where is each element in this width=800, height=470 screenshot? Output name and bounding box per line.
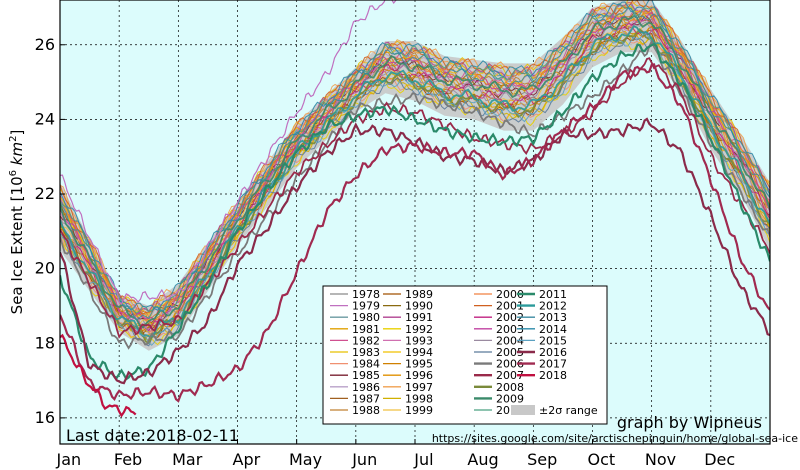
- y-axis-label-unit: km: [8, 142, 26, 170]
- legend-label-1985: 1985: [352, 369, 380, 382]
- series-line-2012: [60, 25, 770, 338]
- legend-label-2003: 2003: [496, 323, 524, 336]
- legend-label-2013: 2013: [539, 311, 567, 324]
- y-axis-label-close: ]: [8, 130, 26, 136]
- last-date-label: Last date:2018-02-11: [66, 426, 239, 445]
- legend-label-1981: 1981: [352, 323, 380, 336]
- legend-label-1994: 1994: [405, 346, 433, 359]
- legend-label-1991: 1991: [405, 311, 433, 324]
- legend-label-1992: 1992: [405, 323, 433, 336]
- legend-label-1978: 1978: [352, 288, 380, 301]
- x-tick-label: May: [289, 450, 322, 469]
- legend-swatch-range: [511, 405, 535, 415]
- legend-label-1998: 1998: [405, 392, 433, 405]
- y-axis-label-text: Sea Ice Extent [: [8, 195, 26, 314]
- series-line-2018: [60, 333, 137, 418]
- legend-label-2017: 2017: [539, 358, 567, 371]
- legend-label-2000: 2000: [496, 288, 524, 301]
- x-tick-label: Dec: [704, 450, 735, 469]
- legend-label-1993: 1993: [405, 334, 433, 347]
- legend-label-2012: 2012: [539, 300, 567, 313]
- y-axis-label: Sea Ice Extent [106 km2]: [8, 130, 26, 315]
- legend-label-2011: 2011: [539, 288, 567, 301]
- credit-label: graph by Wipneus: [617, 413, 762, 432]
- series-line-2014: [60, 0, 770, 311]
- y-axis-label-base: 10: [8, 176, 26, 195]
- legend-label-2018: 2018: [539, 369, 567, 382]
- series-line-1996: [60, 10, 770, 325]
- legend-label-2001: 2001: [496, 300, 524, 313]
- y-tick-label: 18: [35, 333, 55, 352]
- y-axis-label-unit-exponent: 2: [8, 136, 19, 142]
- legend-label-range: ±2σ range: [539, 404, 598, 417]
- legend-label-2015: 2015: [539, 334, 567, 347]
- legend-label-1990: 1990: [405, 300, 433, 313]
- series-line-2001: [60, 0, 770, 315]
- series-line-2009: [60, 14, 770, 329]
- y-tick-label: 22: [35, 184, 55, 203]
- series-line-2011: [60, 42, 770, 381]
- x-tick-label: Jun: [351, 450, 377, 469]
- legend-label-2008: 2008: [496, 381, 524, 394]
- legend-label-1979: 1979: [352, 300, 380, 313]
- series-line-1982: [60, 9, 770, 323]
- legend-label-1997: 1997: [405, 381, 433, 394]
- x-tick-label: Jul: [413, 450, 433, 469]
- x-tick-label: Nov: [645, 450, 676, 469]
- legend-label-1988: 1988: [352, 404, 380, 417]
- x-tick-label: Jan: [56, 450, 82, 469]
- legend-label-1983: 1983: [352, 346, 380, 359]
- legend-label-2005: 2005: [496, 346, 524, 359]
- legend: 1978197919801981198219831984198519861987…: [322, 285, 608, 425]
- legend-label-1984: 1984: [352, 358, 380, 371]
- series-line-1995: [60, 24, 770, 332]
- legend-label-2014: 2014: [539, 323, 567, 336]
- legend-label-2016: 2016: [539, 346, 567, 359]
- series-line-2017: [60, 63, 770, 403]
- y-axis-label-exponent: 6: [8, 170, 19, 176]
- x-tick-label: Mar: [172, 450, 203, 469]
- series-line-2013: [60, 7, 770, 321]
- y-tick-label: 16: [35, 408, 55, 427]
- legend-label-1999: 1999: [405, 404, 433, 417]
- legend-label-2007: 2007: [496, 369, 524, 382]
- x-tick-label: Feb: [114, 450, 142, 469]
- y-tick-label: 20: [35, 259, 55, 278]
- legend-label-1995: 1995: [405, 358, 433, 371]
- legend-label-2004: 2004: [496, 334, 524, 347]
- y-tick-label: 26: [35, 35, 55, 54]
- series-line-2006: [60, 39, 770, 350]
- legend-label-1982: 1982: [352, 334, 380, 347]
- legend-label-1980: 1980: [352, 311, 380, 324]
- x-tick-label: Sep: [527, 450, 557, 469]
- source-url: https://sites.google.com/site/arctischep…: [432, 432, 798, 445]
- legend-label-1989: 1989: [405, 288, 433, 301]
- legend-label-1986: 1986: [352, 381, 380, 394]
- x-tick-label: Aug: [467, 450, 498, 469]
- y-tick-label: 24: [35, 109, 55, 128]
- legend-label-1996: 1996: [405, 369, 433, 382]
- legend-label-2009: 2009: [496, 392, 524, 405]
- x-tick-label: Oct: [588, 450, 616, 469]
- legend-label-2002: 2002: [496, 311, 524, 324]
- legend-label-1987: 1987: [352, 392, 380, 405]
- legend-label-2006: 2006: [496, 358, 524, 371]
- legend-box: [322, 285, 608, 425]
- series-line-2010: [60, 2, 770, 314]
- series-line-2007: [60, 57, 770, 339]
- series-line-1979: [60, 0, 397, 305]
- x-tick-label: Apr: [233, 450, 261, 469]
